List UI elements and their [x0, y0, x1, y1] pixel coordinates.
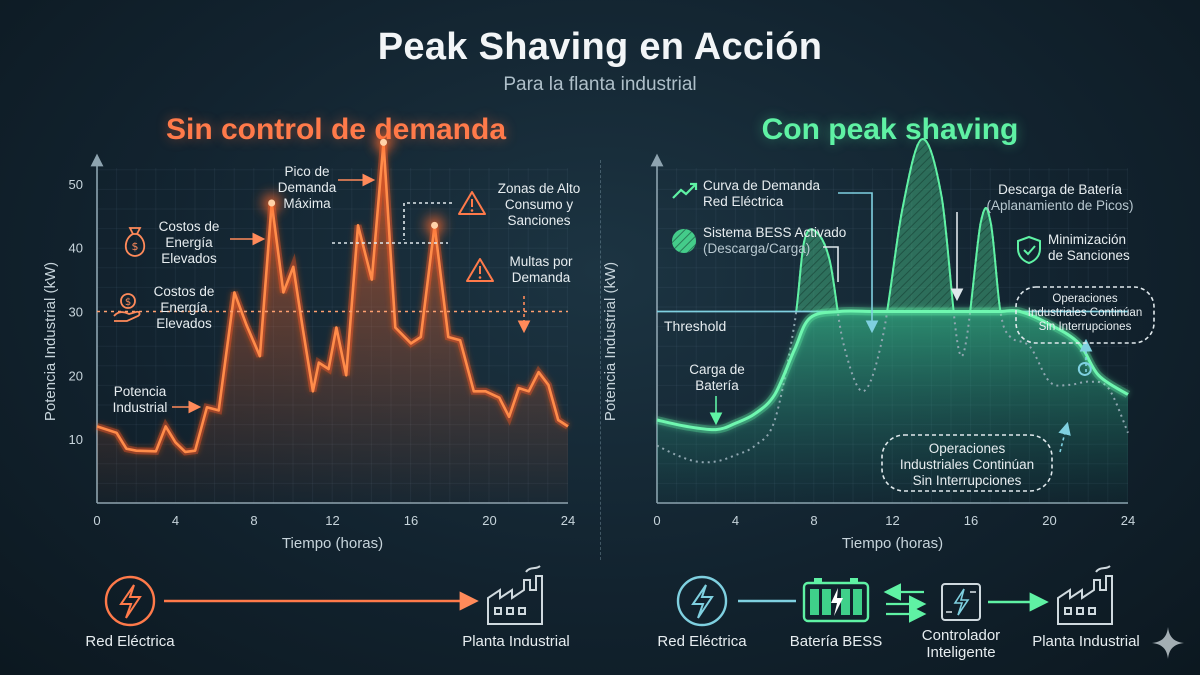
peak-marker	[380, 138, 388, 146]
hand-coin-icon: $	[113, 293, 141, 322]
left-x-tick-label: 4	[172, 513, 179, 528]
left-x-axis-label: Tiempo (horas)	[282, 535, 383, 552]
right-x-tick-label: 4	[732, 513, 739, 528]
right-panel-title: Con peak shaving	[761, 113, 1019, 146]
annotation-operations-bottom: Operaciones Industriales Continúan Sin I…	[899, 441, 1035, 488]
peak-marker	[268, 199, 276, 207]
annotation-sanction-minimization: Minimización de Sanciones	[1048, 232, 1130, 263]
svg-text:$: $	[125, 297, 131, 308]
left-grid-icon	[104, 575, 156, 627]
left-y-tick-label: 10	[69, 432, 83, 447]
right-y-axis-label: Potencia Industrial (kW)	[602, 262, 619, 421]
sparkle-icon	[1152, 627, 1184, 659]
page-subtitle: Para la flanta industrial	[503, 74, 697, 95]
right-x-tick-label: 0	[653, 513, 660, 528]
annotation-high-consumption: Zonas de Alto Consumo y Sanciones	[497, 181, 581, 228]
factory-icon	[1057, 565, 1113, 625]
left-x-tick-label: 8	[250, 513, 257, 528]
annotation-battery-charge: Carga de Batería	[689, 362, 745, 393]
battery-bess-icon	[802, 578, 870, 623]
right-x-tick-label: 16	[964, 513, 978, 528]
right-shaved-peaks	[777, 139, 1077, 312]
right-grid-demand-line	[656, 309, 1129, 432]
money-bag-icon: $	[124, 227, 146, 257]
left-annotation-arrows	[172, 173, 531, 414]
legend-grid-demand: Curva de Demanda Red Eléctrica	[703, 178, 821, 209]
panel-divider	[600, 160, 601, 560]
left-y-tick-label: 20	[69, 368, 83, 383]
left-demand-line	[96, 141, 569, 454]
right-source-label: Red Eléctrica	[657, 633, 747, 650]
right-grid-icon	[676, 575, 728, 627]
shield-check-icon	[1017, 235, 1041, 265]
left-x-tick-label: 24	[561, 513, 575, 528]
controller-icon	[941, 583, 981, 621]
warning-icon	[458, 191, 486, 215]
right-grid-demand-area	[657, 310, 1128, 503]
bidirectional-arrows	[883, 583, 927, 623]
left-x-tick-label: 20	[482, 513, 496, 528]
annotation-battery-discharge: Descarga de Batería (Aplanamiento de Pic…	[986, 182, 1134, 213]
right-x-tick-label: 24	[1121, 513, 1135, 528]
warning-icon	[466, 258, 494, 282]
right-shaved-peaks-outline	[795, 138, 1002, 312]
annotation-operations-top: Operaciones Industriales Continúan Sin I…	[1027, 293, 1143, 333]
factory-icon	[487, 565, 543, 625]
left-x-tick-label: 12	[325, 513, 339, 528]
legend-bess: Sistema BESS Activado (Descarga/Carga)	[703, 225, 847, 256]
left-source-label: Red Eléctrica	[85, 633, 175, 650]
trend-up-icon	[672, 182, 698, 199]
left-y-tick-label: 50	[69, 177, 83, 192]
left-y-tick-label: 30	[69, 305, 83, 320]
right-operations-marker	[1077, 361, 1092, 376]
right-axes: 0 4 8 12 16 20 24 Tiempo (horas) Potencia Indust…	[602, 153, 1135, 552]
left-x-tick-label: 0	[93, 513, 100, 528]
annotation-energy-costs-2: Costos de Energía Elevados	[153, 284, 215, 331]
threshold-label: Threshold	[664, 318, 727, 334]
page-title: Peak Shaving en Acción	[377, 26, 823, 68]
annotation-energy-costs-1: Costos de Energía Elevados	[158, 219, 220, 266]
right-annotation-arrows	[709, 192, 1155, 492]
controller-label: Controlador Inteligente	[921, 627, 1001, 661]
annotation-demand-fines: Multas por Demanda	[509, 254, 573, 285]
right-x-tick-label: 12	[885, 513, 899, 528]
right-x-tick-label: 8	[810, 513, 817, 528]
right-x-axis-label: Tiempo (horas)	[842, 535, 943, 552]
battery-active-icon	[672, 229, 696, 253]
left-panel-title: Sin control de demanda	[165, 113, 507, 146]
left-x-tick-label: 16	[404, 513, 418, 528]
peak-marker	[431, 221, 439, 229]
left-target-label: Planta Industrial	[462, 633, 570, 650]
left-y-tick-label: 40	[69, 241, 83, 256]
battery-label: Batería BESS	[789, 633, 883, 650]
annotation-peak-demand: Pico de Demanda Máxima	[277, 164, 337, 211]
left-y-axis-label: Potencia Industrial (kW)	[42, 262, 59, 421]
right-target-label: Planta Industrial	[1032, 633, 1140, 650]
annotation-industrial-power: Potencia Industrial	[112, 384, 168, 415]
svg-text:$: $	[132, 240, 139, 253]
left-peak-markers	[262, 133, 444, 235]
right-x-tick-label: 20	[1042, 513, 1056, 528]
